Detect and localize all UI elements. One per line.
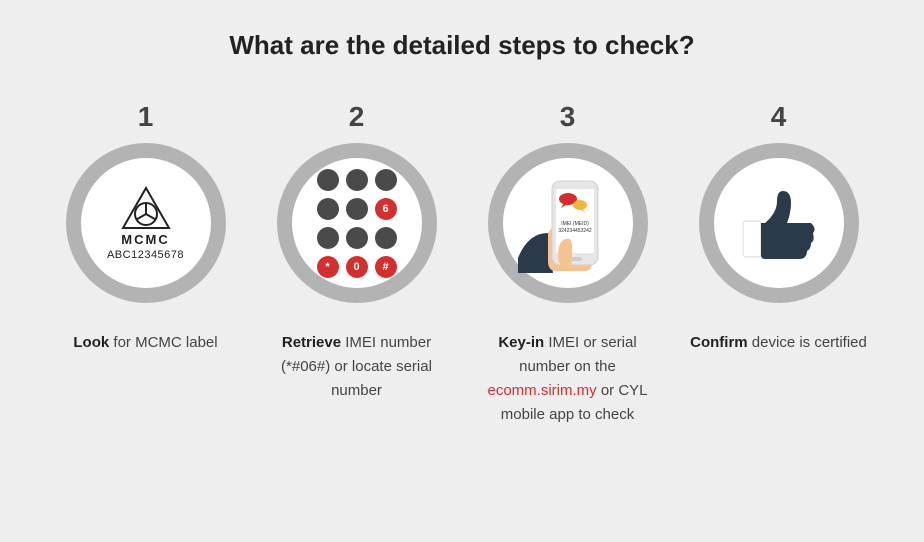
step-number: 2 xyxy=(349,101,365,133)
thumbs-up-icon xyxy=(729,173,829,273)
keypad-key xyxy=(317,198,339,220)
phone-imei-value: 324234453242 xyxy=(558,228,592,234)
caption-text: for MCMC label xyxy=(109,334,217,351)
mcmc-triangle-icon xyxy=(121,186,171,230)
keypad-key xyxy=(317,169,339,191)
step-number: 1 xyxy=(138,101,154,133)
keypad-icon: 6 * 0 # xyxy=(317,169,397,278)
step-number: 4 xyxy=(771,101,787,133)
step-caption: Confirm device is certified xyxy=(690,331,867,355)
step-circle: MCMC ABC12345678 xyxy=(66,143,226,303)
step-4: 4 Confirm device is certified xyxy=(683,101,874,427)
mcmc-serial: ABC12345678 xyxy=(107,249,184,261)
keypad-key: 0 xyxy=(346,256,368,278)
step-circle: IMEI (MEID) 324234453242 xyxy=(488,143,648,303)
step-caption: Retrieve IMEI number (*#06#) or locate s… xyxy=(267,331,447,403)
sirim-link[interactable]: ecomm.sirim.my xyxy=(487,382,596,399)
caption-bold: Key-in xyxy=(498,334,544,351)
step-2: 2 6 * 0 # Retrieve IMEI number (*#06#) or l… xyxy=(261,101,452,427)
phone-in-hand-icon: IMEI (MEID) 324234453242 xyxy=(508,163,628,283)
step-circle-inner: 6 * 0 # xyxy=(292,158,422,288)
keypad-key xyxy=(375,169,397,191)
step-circle: 6 * 0 # xyxy=(277,143,437,303)
caption-bold: Retrieve xyxy=(282,334,341,351)
keypad-key xyxy=(346,198,368,220)
caption-bold: Confirm xyxy=(690,334,748,351)
step-number: 3 xyxy=(560,101,576,133)
step-circle-inner: IMEI (MEID) 324234453242 xyxy=(503,158,633,288)
step-caption: Look for MCMC label xyxy=(73,331,217,355)
step-circle-inner: MCMC ABC12345678 xyxy=(81,158,211,288)
caption-text: device is certified xyxy=(748,334,867,351)
page-title: What are the detailed steps to check? xyxy=(50,30,874,61)
keypad-key xyxy=(346,227,368,249)
step-circle xyxy=(699,143,859,303)
steps-row: 1 MCMC ABC12345678 xyxy=(50,101,874,427)
step-1: 1 MCMC ABC12345678 xyxy=(50,101,241,427)
keypad-key: # xyxy=(375,256,397,278)
phone-imei-label: IMEI (MEID) xyxy=(561,221,589,227)
infographic-container: What are the detailed steps to check? 1 xyxy=(0,0,924,457)
step-caption: Key-in IMEI or serial number on the ecom… xyxy=(478,331,658,427)
keypad-key xyxy=(346,169,368,191)
keypad-key: * xyxy=(317,256,339,278)
keypad-key xyxy=(375,227,397,249)
caption-bold: Look xyxy=(73,334,109,351)
step-circle-inner xyxy=(714,158,844,288)
keypad-key: 6 xyxy=(375,198,397,220)
mcmc-brand: MCMC xyxy=(121,232,169,247)
step-3: 3 xyxy=(472,101,663,427)
mcmc-label-icon: MCMC ABC12345678 xyxy=(107,186,184,261)
keypad-key xyxy=(317,227,339,249)
